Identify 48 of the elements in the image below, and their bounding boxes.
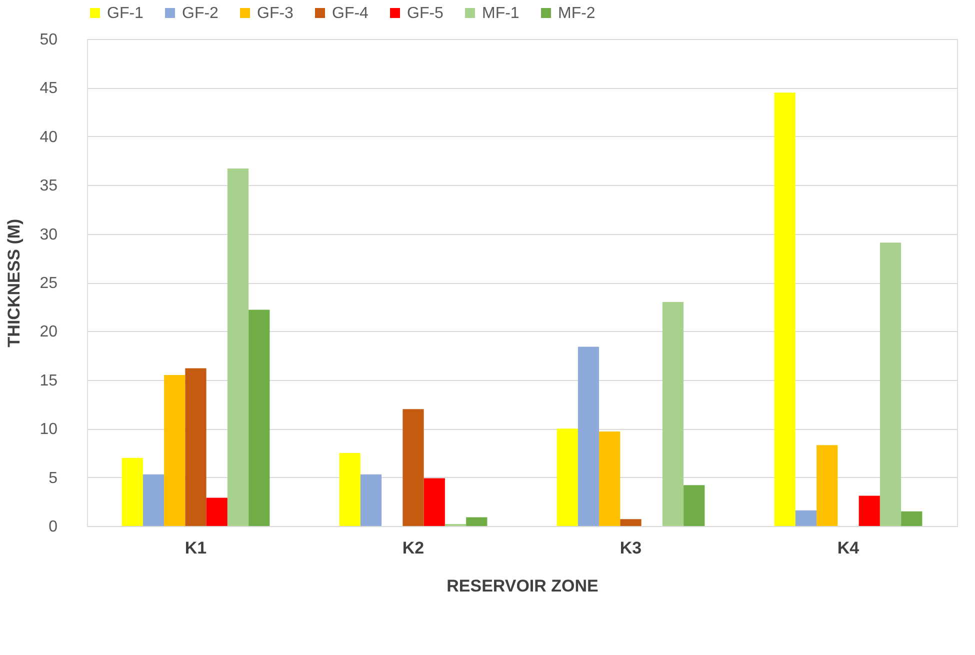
x-tick-label: K1 (184, 538, 207, 558)
legend-label: GF-2 (182, 5, 219, 22)
y-tick-label: 50 (40, 32, 58, 48)
y-tick-label: 0 (48, 518, 58, 536)
legend-label: GF-4 (332, 5, 369, 22)
bar (795, 510, 817, 526)
bar (684, 485, 705, 526)
y-tick-label: 35 (40, 178, 58, 195)
y-tick-label: 25 (40, 275, 58, 292)
y-tick-label: 40 (40, 128, 58, 146)
legend-label: GF-3 (257, 5, 294, 22)
bar (339, 452, 360, 526)
y-tick-label: 5 (48, 470, 58, 487)
bar (599, 432, 620, 526)
legend-label: GF-1 (107, 5, 144, 22)
bar (662, 302, 684, 526)
y-axis-title: THICKNESS (M) (4, 218, 24, 348)
bar (858, 496, 880, 526)
bar (466, 517, 488, 526)
legend-label: MF-1 (482, 5, 520, 22)
bar (402, 409, 424, 526)
bar (248, 310, 270, 526)
x-tick-label: K3 (620, 538, 642, 558)
bar (556, 428, 578, 526)
bar (578, 346, 600, 526)
bar (360, 474, 382, 526)
y-tick-label: 15 (40, 372, 58, 390)
x-tick-label: K2 (402, 538, 424, 558)
x-axis-title: RESERVOIR ZONE (446, 576, 598, 596)
bar (816, 445, 838, 526)
x-tick-label: K4 (837, 538, 860, 558)
bar (122, 458, 143, 526)
bar (880, 242, 902, 526)
bar (424, 478, 445, 526)
bar (901, 511, 922, 526)
bar (206, 498, 228, 526)
legend-label: GF-5 (407, 5, 444, 22)
y-tick-label: 45 (40, 80, 58, 98)
bar (164, 375, 186, 526)
y-tick-label: 10 (40, 421, 58, 438)
y-tick-label: 30 (40, 226, 58, 244)
bar (774, 92, 796, 526)
bar (227, 168, 249, 526)
y-tick-label: 20 (40, 324, 58, 341)
bar (142, 474, 164, 526)
bar (185, 368, 206, 526)
bar (620, 519, 642, 526)
legend-label: MF-2 (558, 5, 596, 22)
